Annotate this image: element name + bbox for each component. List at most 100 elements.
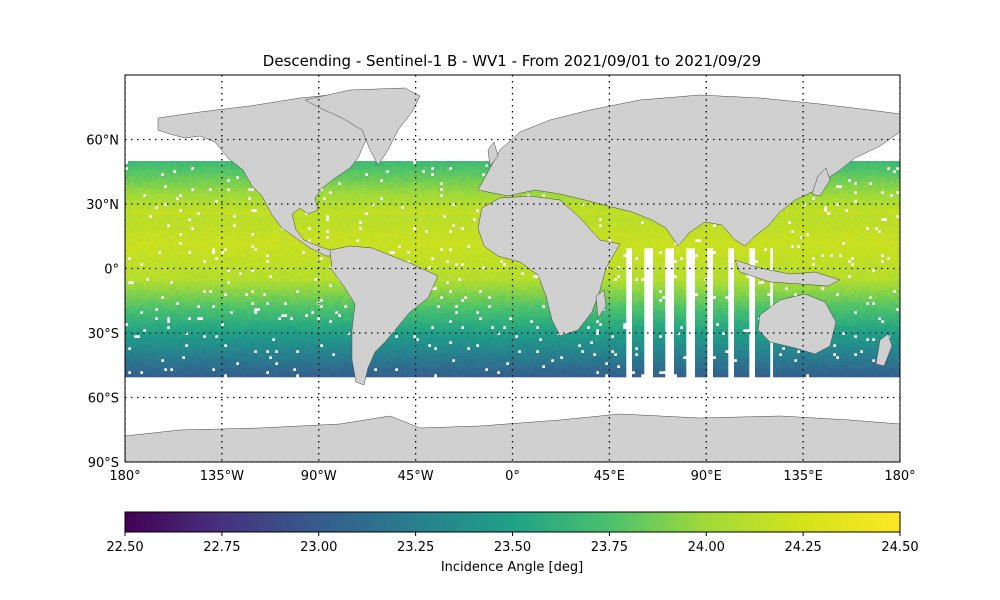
- data-cell: [845, 206, 849, 210]
- data-cell: [869, 176, 873, 180]
- data-cell: [176, 188, 180, 192]
- data-cell: [371, 164, 375, 168]
- data-cell: [479, 191, 483, 195]
- data-cell: [176, 218, 180, 222]
- data-cell: [386, 188, 390, 192]
- data-cell: [440, 170, 444, 174]
- data-cell: [422, 212, 426, 216]
- data-cell: [230, 215, 234, 219]
- data-cell: [377, 212, 381, 216]
- data-cell: [893, 203, 897, 207]
- data-cell: [236, 188, 240, 192]
- data-cell: [320, 191, 324, 195]
- data-cell: [434, 197, 438, 201]
- data-cell: [152, 167, 156, 171]
- data-cell: [197, 176, 201, 180]
- data-cell: [188, 206, 192, 210]
- data-cell: [827, 182, 831, 186]
- data-cell: [860, 203, 864, 207]
- data-cell: [857, 176, 861, 180]
- data-cell: [167, 200, 171, 204]
- data-cell: [842, 176, 846, 180]
- data-cell: [209, 206, 213, 210]
- data-cell: [836, 179, 840, 183]
- data-cell: [464, 200, 468, 204]
- data-cell: [401, 212, 405, 216]
- data-cell: [404, 167, 408, 171]
- data-cell: [470, 203, 474, 207]
- data-cell: [260, 203, 264, 207]
- data-cell: [878, 182, 882, 186]
- data-cell: [185, 215, 189, 219]
- data-cell: [350, 209, 354, 213]
- data-cell: [584, 206, 588, 210]
- data-cell: [182, 185, 186, 189]
- data-cell: [884, 215, 888, 219]
- data-cell: [857, 164, 861, 168]
- data-cell: [152, 203, 156, 207]
- data-cell: [347, 215, 351, 219]
- data-cell: [464, 203, 468, 207]
- data-cell: [158, 182, 162, 186]
- data-cell: [830, 194, 834, 198]
- data-cell: [470, 197, 474, 201]
- data-cell: [641, 218, 645, 222]
- data-cell: [248, 215, 252, 219]
- data-cell: [809, 203, 813, 207]
- data-cell: [170, 182, 174, 186]
- data-cell: [449, 182, 453, 186]
- data-cell: [164, 212, 168, 216]
- data-cell: [440, 206, 444, 210]
- data-cell: [353, 215, 357, 219]
- data-cell: [404, 161, 408, 165]
- data-cell: [620, 215, 624, 219]
- data-cell: [476, 164, 480, 168]
- data-cell: [260, 206, 264, 210]
- data-cell: [449, 218, 453, 222]
- data-cell: [401, 182, 405, 186]
- data-cell: [170, 209, 174, 213]
- data-cell: [884, 164, 888, 168]
- data-cell: [200, 176, 204, 180]
- data-cell: [473, 167, 477, 171]
- data-cell: [233, 164, 237, 168]
- data-cell: [146, 167, 150, 171]
- data-cell: [497, 194, 501, 198]
- data-cell: [803, 212, 807, 216]
- data-cell: [203, 173, 207, 177]
- data-cell: [173, 179, 177, 183]
- data-cell: [596, 206, 600, 210]
- data-cell: [203, 164, 207, 168]
- data-cell: [233, 170, 237, 174]
- data-cell: [134, 161, 138, 165]
- data-cell: [347, 173, 351, 177]
- data-cell: [245, 215, 249, 219]
- data-cell: [221, 200, 225, 204]
- data-cell: [212, 170, 216, 174]
- data-cell: [479, 203, 483, 207]
- data-cell: [434, 215, 438, 219]
- data-cell: [332, 215, 336, 219]
- data-cell: [350, 218, 354, 222]
- data-cell: [185, 173, 189, 177]
- data-cell: [821, 215, 825, 219]
- data-cell: [500, 194, 504, 198]
- data-cell: [425, 206, 429, 210]
- data-cell: [353, 185, 357, 189]
- data-cell: [416, 209, 420, 213]
- data-cell: [344, 206, 348, 210]
- data-cell: [155, 203, 159, 207]
- data-cell: [350, 215, 354, 219]
- data-cell: [458, 188, 462, 192]
- data-cell: [176, 200, 180, 204]
- data-cell: [428, 194, 432, 198]
- data-cell: [191, 194, 195, 198]
- data-cell: [239, 200, 243, 204]
- data-cell: [323, 200, 327, 204]
- data-cell: [845, 218, 849, 222]
- data-cell: [479, 167, 483, 171]
- data-cell: [167, 161, 171, 165]
- data-cell: [587, 218, 591, 222]
- data-cell: [896, 188, 900, 192]
- data-cell: [419, 185, 423, 189]
